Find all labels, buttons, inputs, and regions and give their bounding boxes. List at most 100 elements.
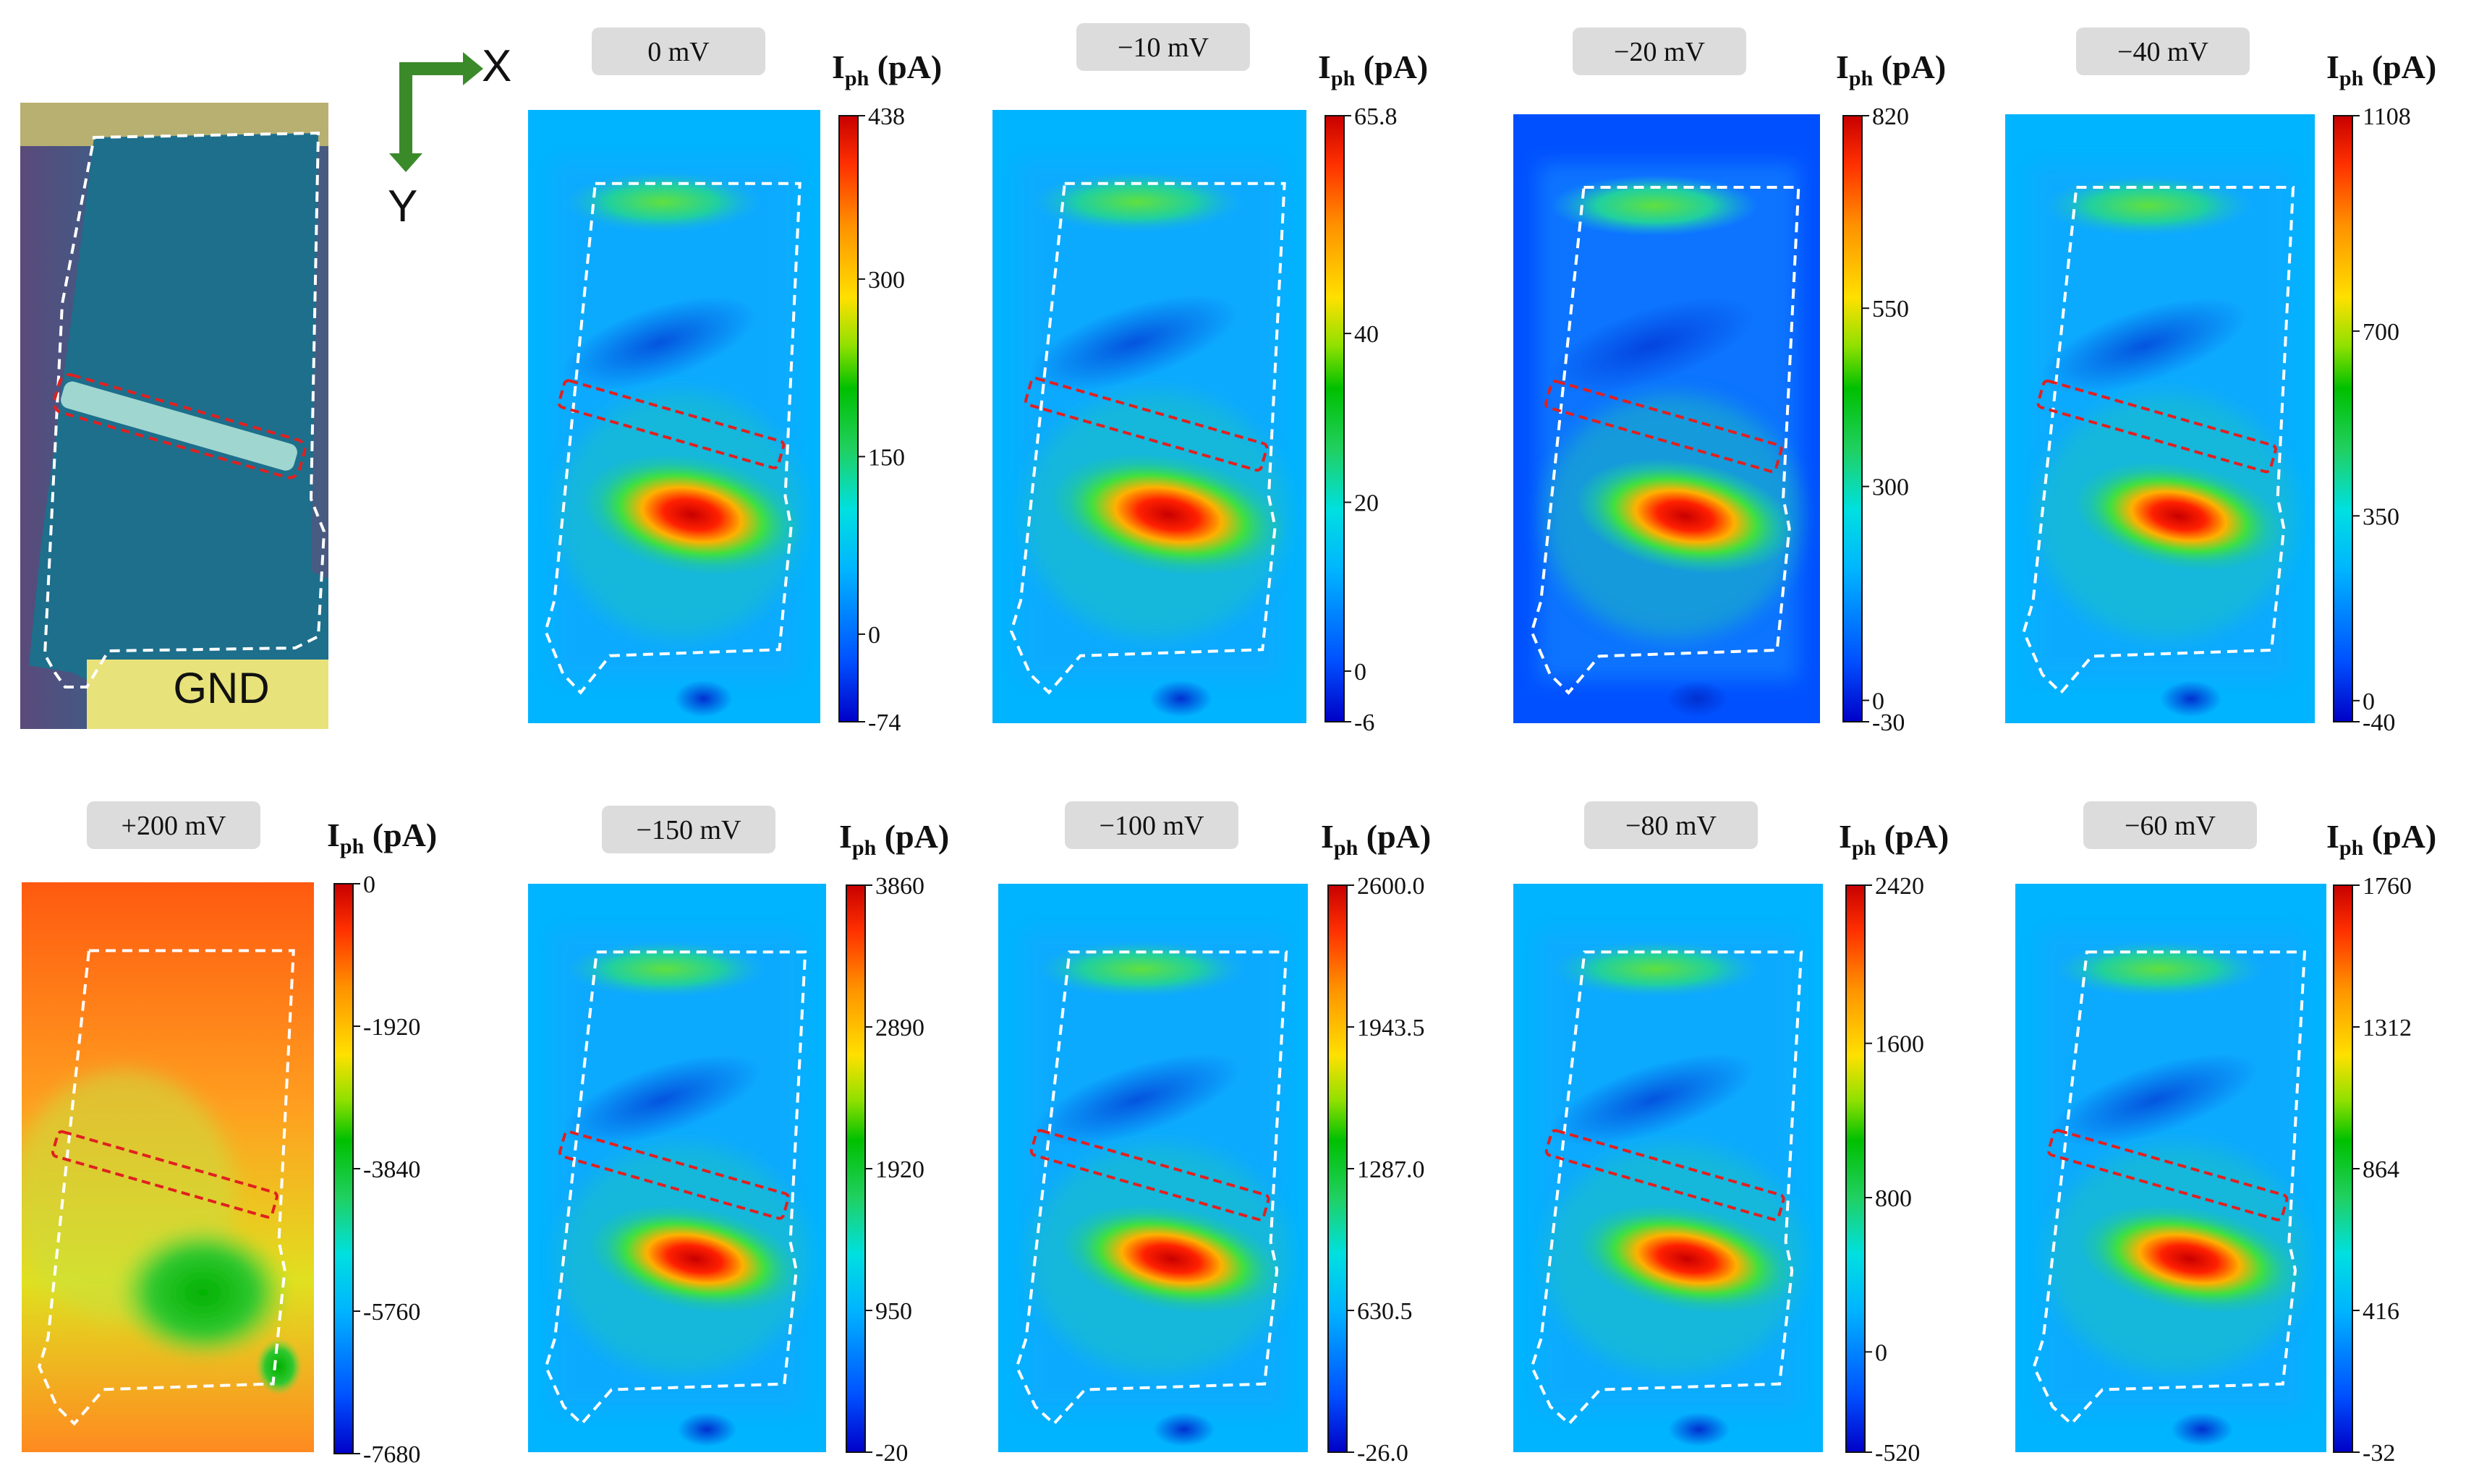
colorbar: Iph (pA) 1760 1312 864 416 -32: [2326, 818, 2436, 1467]
colorbar-tick-label: 0: [868, 622, 880, 649]
colorbar-tick-label: -6: [1354, 709, 1374, 736]
colorbar-tick-label: 0: [363, 871, 375, 898]
channel-outline: [557, 379, 786, 469]
colorbar-tick-label: 1600: [1875, 1031, 1924, 1058]
map-dark-band: [2041, 297, 2248, 394]
colorbar-tick-label: 950: [875, 1298, 912, 1325]
colorbar-tick-label: 300: [1872, 474, 1909, 501]
map-top-strip: [563, 171, 762, 233]
map-bottom-dip: [1153, 1412, 1215, 1447]
colorbar-tick-label: -1920: [363, 1014, 420, 1041]
flake-outline: [544, 182, 801, 695]
colorbar-tick-label: -26.0: [1357, 1440, 1408, 1467]
colorbar-tick-label: 350: [2363, 503, 2399, 530]
y-axis-label: Y: [388, 182, 417, 231]
colorbar-tick-label: 65.8: [1354, 103, 1398, 130]
colorbar-tick-label: 3860: [875, 873, 924, 900]
map-top-strip: [2052, 940, 2264, 998]
panel-4: −40 mV Iph (pA) 1108 700 350 0-40: [2005, 27, 2436, 736]
photocurrent-map: [528, 110, 820, 723]
flake-outline: [1530, 950, 1803, 1426]
colorbar-tick-label: -40: [2363, 709, 2395, 736]
colorbar: Iph (pA) 65.8 40 20 0 -6: [1318, 48, 1428, 736]
y-arrow-shaft: [399, 62, 412, 156]
bias-label-text: −40 mV: [2117, 37, 2208, 67]
bias-label: −10 mV: [1076, 23, 1250, 71]
map-top-strip: [1030, 171, 1244, 233]
flake-outline: [2022, 186, 2295, 695]
channel-outline: [1544, 380, 1783, 473]
y-arrow-head: [389, 153, 422, 172]
photocurrent-map: [998, 884, 1308, 1452]
channel-outline: [558, 1130, 790, 1220]
photocurrent-map: [22, 882, 314, 1452]
flake-outline: [43, 131, 326, 688]
colorbar-tick-label: 438: [868, 103, 905, 130]
photocurrent-map: [992, 110, 1306, 723]
colorbar-tick-label: 0: [2363, 688, 2375, 715]
colorbar: Iph (pA) 1108 700 350 0-40: [2326, 48, 2436, 736]
colorbar-title: Iph (pA): [327, 816, 437, 858]
colorbar-title: Iph (pA): [1318, 48, 1428, 90]
bias-label: −60 mV: [2083, 801, 2257, 849]
colorbar-title: Iph (pA): [832, 48, 942, 90]
colorbar-tick-label: -7680: [363, 1441, 420, 1468]
bias-label-box: [1584, 801, 1758, 849]
colorbar-tick-label: 40: [1354, 321, 1379, 348]
x-arrow-head: [463, 52, 483, 85]
colorbar-gradient: [1327, 884, 1348, 1453]
map-dark-band: [1549, 1053, 1756, 1147]
map-top-strip: [2042, 175, 2253, 236]
colorbar-tick-label: -5760: [363, 1299, 420, 1326]
colorbar-tick-label: 1312: [2363, 1015, 2412, 1041]
colorbar-tick-label: 1943.5: [1357, 1015, 1425, 1041]
colorbar-tick-label: -30: [1872, 709, 1905, 736]
map-hotspot: [2073, 461, 2284, 571]
bias-label-box: [592, 27, 765, 75]
colorbar: Iph (pA) 2420 1600 800 0 -520: [1839, 818, 1949, 1467]
panel-2: −10 mV Iph (pA) 65.8 40 20 0 -6: [992, 23, 1428, 736]
colorbar-gradient: [2333, 115, 2353, 722]
axis-indicator: X Y: [388, 41, 511, 231]
x-arrow-shaft: [399, 62, 464, 75]
channel-outline: [1029, 1129, 1270, 1221]
map-hotspot: [582, 453, 802, 576]
map-dark-band: [1028, 294, 1239, 392]
colorbar-title: Iph (pA): [1839, 818, 1949, 860]
colorbar-title: Iph (pA): [2326, 48, 2436, 90]
bias-label-box: [1573, 27, 1746, 75]
colorbar-tick-label: 416: [2363, 1298, 2399, 1325]
bias-label-box: [602, 806, 775, 853]
colorbar-tick-label: 0: [1875, 1339, 1887, 1366]
colorbar-tick-label: 700: [2363, 319, 2399, 346]
colorbar-gradient: [1324, 115, 1345, 722]
flake-outline: [2032, 950, 2307, 1426]
map-top-strip: [1550, 940, 1761, 998]
panel-6: −150 mV Iph (pA) 3860 2890 1920 950 -20: [528, 806, 949, 1467]
map-hotspot: [1061, 1204, 1283, 1313]
gnd-label: GND: [173, 664, 269, 712]
bias-label: −80 mV: [1584, 801, 1758, 849]
bias-label-box: [2083, 801, 2257, 849]
colorbar-tick-label: 1760: [2363, 873, 2412, 900]
map-hotspot: [1050, 453, 1287, 576]
bias-label-box: [2076, 27, 2250, 75]
bias-label: −40 mV: [2076, 27, 2250, 75]
colorbar-tick-label: 2420: [1875, 873, 1924, 900]
map-hotspot: [1576, 1204, 1798, 1313]
bias-label-text: −10 mV: [1118, 33, 1209, 63]
optical-micrograph: GND: [20, 103, 328, 729]
colorbar-tick-label: 0: [1354, 659, 1366, 686]
channel-outline: [2047, 1129, 2289, 1221]
map-bottom-dip: [1667, 681, 1728, 717]
colorbar-tick-label: 0: [1872, 688, 1884, 715]
colorbar: Iph (pA) 820 550 300 0-30: [1836, 48, 1946, 736]
map-dark-band: [562, 1054, 762, 1146]
colorbar-tick-label: 630.5: [1357, 1298, 1413, 1325]
bias-label-text: −20 mV: [1614, 37, 1705, 67]
photocurrent-map: [1513, 884, 1823, 1452]
colorbar-title: Iph (pA): [1321, 818, 1431, 860]
bias-label-text: −60 mV: [2125, 811, 2216, 841]
channel-outline: [1544, 1129, 1785, 1221]
